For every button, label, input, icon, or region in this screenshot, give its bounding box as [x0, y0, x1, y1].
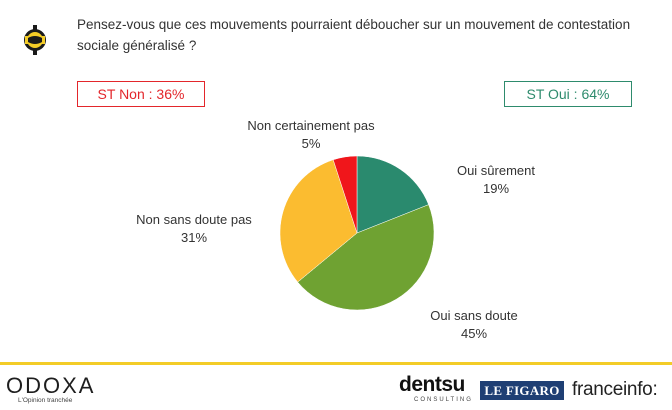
- label-value: 45%: [460, 326, 488, 341]
- pie-slice-non-certainement-pas: [332, 155, 358, 234]
- label-non-certainement-pas: Non certainement pas 5%: [232, 117, 390, 153]
- odoxa-tagline: L'Opinion tranchée: [18, 397, 73, 404]
- pie-slice-oui-sans-doute: [297, 204, 435, 311]
- odoxa-logo: ODOXA: [6, 373, 96, 398]
- pie-slice-non-sans-doute-pas: [279, 159, 358, 283]
- st-oui-box: ST Oui : 64%: [504, 81, 632, 107]
- pie-slice-oui-s-rement: [356, 155, 429, 234]
- label-value: 31%: [180, 230, 208, 245]
- label-name: Oui sûrement: [456, 163, 536, 178]
- question-text: Pensez-vous que ces mouvements pourraien…: [77, 17, 631, 53]
- pie-chart: [279, 155, 435, 311]
- odoxa-logo-icon: [24, 25, 46, 55]
- label-non-sans-doute-pas: Non sans doute pas 31%: [128, 211, 260, 247]
- label-name: Oui sans doute: [430, 308, 518, 323]
- st-non-box: ST Non : 36%: [77, 81, 205, 107]
- footer-divider: [0, 362, 672, 365]
- dentsu-logo: dentsu: [399, 373, 465, 396]
- label-oui-surement: Oui sûrement 19%: [444, 162, 548, 198]
- dentsu-consulting-label: CONSULTING: [414, 397, 473, 403]
- label-name: Non certainement pas: [247, 118, 375, 133]
- label-value: 19%: [482, 181, 510, 196]
- le-figaro-logo: LE FIGARO: [480, 381, 564, 400]
- label-oui-sans-doute: Oui sans doute 45%: [416, 307, 532, 343]
- label-value: 5%: [301, 136, 321, 151]
- franceinfo-logo: franceinfo:: [572, 379, 658, 400]
- label-name: Non sans doute pas: [136, 212, 252, 227]
